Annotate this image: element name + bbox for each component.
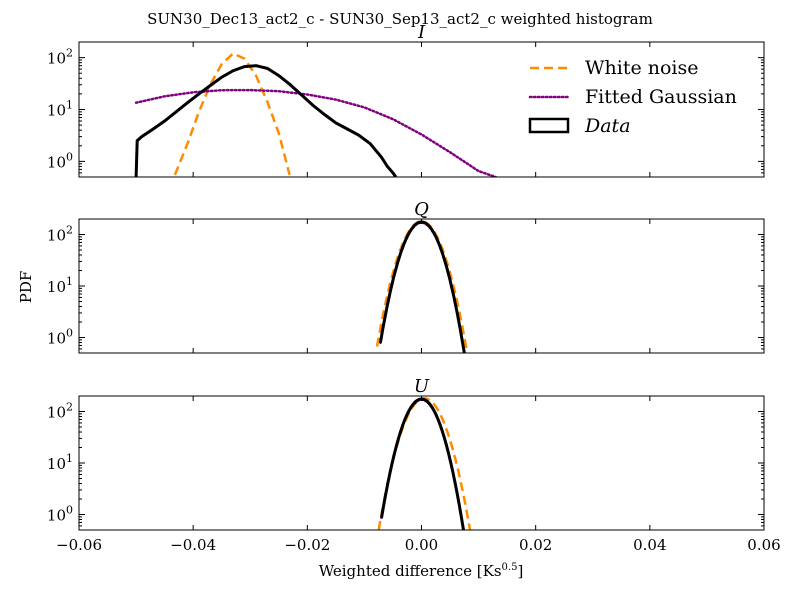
panel-title: Q [414, 199, 429, 220]
x-tick-label: −0.04 [170, 536, 216, 554]
y-tick-label: 101 [47, 452, 73, 473]
figure-title: SUN30_Dec13_act2_c - SUN30_Sep13_act2_c … [147, 10, 653, 28]
legend-item-data: Data [528, 115, 631, 137]
panel-title: U [414, 376, 430, 397]
x-axis-label-text: Weighted difference [Ks [319, 562, 502, 580]
y-tick-label: 100 [47, 503, 73, 524]
x-tick-label: −0.02 [284, 536, 330, 554]
y-tick-label: 102 [47, 47, 73, 68]
legend: White noise Fitted Gaussian Data [528, 57, 737, 137]
chart-panel-u: −0.06 −0.04 −0.02 0.00 0.02 0.04 0.06 100 101 102… [47, 376, 781, 554]
x-tick-label: −0.06 [56, 536, 102, 554]
series-data-line [378, 220, 466, 353]
x-axis-label-exponent: 0.5 [502, 562, 518, 573]
axes-frame [78, 218, 765, 354]
legend-label: Fitted Gaussian [585, 86, 737, 108]
series-white-noise-line [173, 52, 291, 176]
series-data-line [380, 397, 466, 530]
x-tick-label: 0.06 [747, 536, 780, 554]
y-tick-label: 100 [47, 326, 73, 347]
x-axis-label-suffix: ] [517, 562, 523, 580]
series-data-line [134, 64, 398, 177]
y-tick-label: 102 [47, 401, 73, 422]
chart-panel-q: 100 101 102 Q [47, 199, 765, 354]
series-fitted-gaussian-line [134, 88, 497, 177]
legend-item-fitted-gaussian: Fitted Gaussian [528, 86, 737, 108]
panel-title: I [417, 22, 426, 43]
legend-item-white-noise: White noise [530, 57, 699, 79]
x-tick-label: 0.02 [519, 536, 552, 554]
x-tick-label: 0.00 [405, 536, 438, 554]
legend-label: White noise [585, 57, 699, 79]
x-axis-label: Weighted difference [Ks0.5] [319, 562, 524, 580]
chart-panel-i: 100 101 102 I [47, 22, 765, 178]
legend-label: Data [584, 115, 631, 137]
series-white-noise-line [375, 220, 469, 353]
legend-swatch [528, 117, 570, 134]
y-tick-label: 101 [47, 275, 73, 296]
y-tick-label: 101 [47, 99, 73, 120]
x-tick-label: 0.04 [633, 536, 666, 554]
y-axis-label: PDF [17, 271, 35, 304]
y-tick-label: 100 [47, 150, 73, 171]
y-tick-label: 102 [47, 224, 73, 245]
axes-frame [78, 395, 765, 531]
